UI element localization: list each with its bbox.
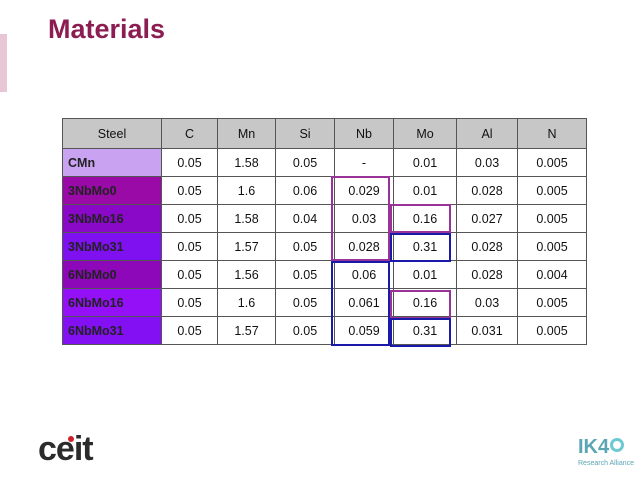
column-header: Steel	[62, 118, 162, 149]
column-header: Mn	[217, 118, 276, 149]
column-header: C	[161, 118, 218, 149]
slide-title: Materials	[48, 14, 166, 44]
ceit-logo: ceit	[38, 430, 94, 468]
cell: 0.005	[517, 232, 587, 261]
cell: 1.56	[217, 260, 276, 289]
cell: 0.05	[161, 176, 218, 205]
cell: 0.06	[275, 176, 335, 205]
column-header: Nb	[334, 118, 394, 149]
logo-ring	[610, 438, 624, 452]
cell: 1.6	[217, 176, 276, 205]
table-row: 3NbMo0 0.05 1.6 0.06 0.029 0.01 0.028 0.005	[62, 176, 587, 205]
cell: 0.03	[456, 288, 518, 317]
cell: 0.05	[161, 316, 218, 345]
cell: 0.05	[161, 288, 218, 317]
cell: 1.57	[217, 316, 276, 345]
table-row: 3NbMo31 0.05 1.57 0.05 0.028 0.31 0.028 0.005	[62, 232, 587, 261]
cell: 0.059	[334, 316, 394, 345]
cell: 0.06	[334, 260, 394, 289]
steel-name: 6NbMo16	[62, 288, 162, 317]
column-header: Al	[456, 118, 518, 149]
table-row: 6NbMo16 0.05 1.6 0.05 0.061 0.16 0.03 0.005	[62, 288, 587, 317]
table-row: 6NbMo0 0.05 1.56 0.05 0.06 0.01 0.028 0.004	[62, 260, 587, 289]
table-row: CMn 0.05 1.58 0.05-0.01 0.03 0.005	[62, 148, 587, 177]
cell: 0.01	[393, 148, 457, 177]
cell: 1.58	[217, 204, 276, 233]
cell: 1.58	[217, 148, 276, 177]
table-row: 3NbMo16 0.05 1.58 0.04 0.03 0.16 0.027 0.005	[62, 204, 587, 233]
cell: 0.16	[393, 288, 457, 317]
cell: 1.57	[217, 232, 276, 261]
cell: 0.05	[275, 316, 335, 345]
column-header: N	[517, 118, 587, 149]
cell: 0.05	[275, 148, 335, 177]
cell: 0.005	[517, 288, 587, 317]
steel-name: 6NbMo31	[62, 316, 162, 345]
cell: 0.005	[517, 204, 587, 233]
cell: 0.005	[517, 148, 587, 177]
logo-dot	[68, 436, 74, 442]
cell: 0.028	[334, 232, 394, 261]
steel-name: 3NbMo31	[62, 232, 162, 261]
ik4-subtitle: Research Alliance	[578, 460, 635, 467]
cell: 0.05	[275, 232, 335, 261]
table-row: 6NbMo31 0.05 1.57 0.05 0.059 0.31 0.031 0.005	[62, 316, 587, 345]
sidebar	[0, 34, 7, 92]
cell: 0.061	[334, 288, 394, 317]
cell: 0.05	[161, 260, 218, 289]
cell: 0.028	[456, 232, 518, 261]
steel-name: 6NbMo0	[62, 260, 162, 289]
header-row: Steel C Mn Si Nb Mo Al N	[62, 118, 587, 149]
cell: 0.01	[393, 260, 457, 289]
cell: 0.005	[517, 176, 587, 205]
materials-table: Steel C Mn Si Nb Mo Al N CMn 0.05 1.58 0.05-0.01 0.…	[62, 118, 587, 345]
cell: 0.05	[161, 148, 218, 177]
cell: 1.6	[217, 288, 276, 317]
cell: 0.005	[517, 316, 587, 345]
cell: 0.027	[456, 204, 518, 233]
steel-name: 3NbMo0	[62, 176, 162, 205]
column-header: Mo	[393, 118, 457, 149]
cell: 0.05	[161, 232, 218, 261]
cell: 0.03	[456, 148, 518, 177]
ik4-logo: IK4	[578, 436, 610, 458]
cell: 0.31	[393, 232, 457, 261]
cell: 0.04	[275, 204, 335, 233]
cell: 0.05	[275, 288, 335, 317]
steel-name: CMn	[62, 148, 162, 177]
cell: 0.028	[456, 176, 518, 205]
column-header: Si	[275, 118, 335, 149]
cell: 0.05	[161, 204, 218, 233]
cell: 0.004	[517, 260, 587, 289]
steel-name: 3NbMo16	[62, 204, 162, 233]
cell: 0.031	[456, 316, 518, 345]
cell: 0.01	[393, 176, 457, 205]
cell: 0.029	[334, 176, 394, 205]
cell: -	[334, 148, 394, 177]
cell: 0.028	[456, 260, 518, 289]
cell: 0.05	[275, 260, 335, 289]
cell: 0.31	[393, 316, 457, 345]
cell: 0.16	[393, 204, 457, 233]
cell: 0.03	[334, 204, 394, 233]
